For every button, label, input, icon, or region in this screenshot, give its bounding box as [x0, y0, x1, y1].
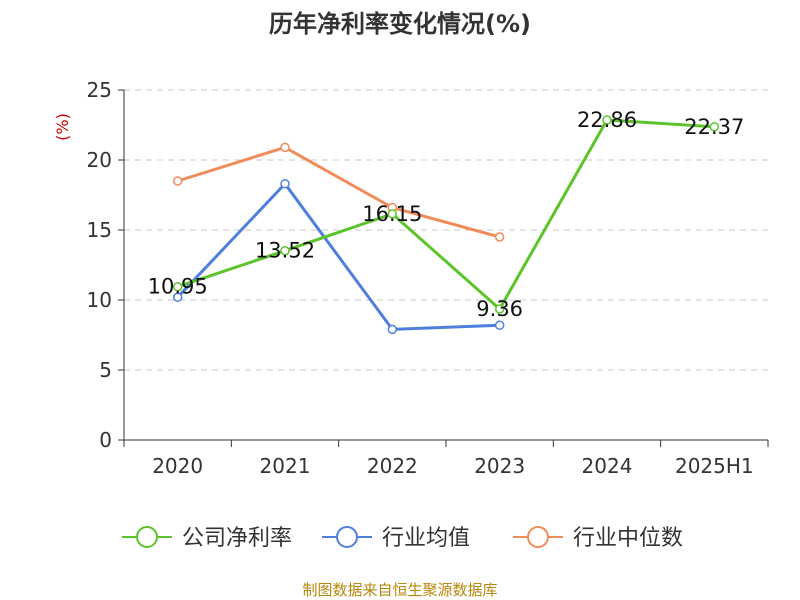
- series-2: [172, 142, 505, 242]
- data-label: 16.15: [362, 202, 422, 226]
- series-line: [176, 182, 500, 331]
- series-line: [177, 145, 501, 239]
- series-1: [172, 179, 505, 335]
- legend-marker: [336, 526, 358, 548]
- data-label: 13.52: [255, 239, 315, 263]
- y-tick-label: 15: [87, 218, 112, 242]
- series-0: [172, 115, 720, 314]
- legend-label: 行业均值: [382, 526, 470, 551]
- data-label: 22.86: [577, 108, 637, 132]
- data-point: [172, 292, 183, 302]
- data-point: [494, 304, 505, 314]
- y-tick-label: 10: [87, 288, 112, 312]
- y-tick-label: 5: [99, 358, 112, 382]
- data-point: [280, 179, 290, 189]
- legend-marker: [136, 526, 158, 548]
- data-point: [172, 281, 183, 292]
- x-tick-label: 2025H1: [675, 454, 754, 478]
- data-labels: 10.95 13.52 16.15 9.36 22.86 22.37: [148, 108, 745, 321]
- grid: [124, 89, 768, 371]
- data-point: [602, 115, 612, 125]
- legend-marker: [527, 526, 549, 548]
- series-group: [172, 115, 720, 335]
- legend-item-0[interactable]: 公司净利率: [122, 526, 292, 551]
- chart-title: 历年净利率变化情况(%): [269, 10, 531, 38]
- series-line: [177, 118, 715, 311]
- x-tick-label: 2022: [367, 454, 418, 478]
- legend-label: 公司净利率: [182, 526, 292, 551]
- data-point: [387, 324, 398, 335]
- data-point: [280, 142, 290, 153]
- y-tick-label: 0: [99, 428, 112, 452]
- data-label: 10.95: [148, 275, 208, 299]
- data-point: [494, 320, 505, 330]
- data-point: [172, 176, 183, 186]
- axes: 0 5 10 15 20 25 2020 2021 2022 2023 2024 2025H1: [87, 78, 769, 478]
- x-tick-label: 2021: [260, 454, 311, 478]
- y-tick-label: 25: [87, 78, 112, 102]
- data-point: [387, 209, 398, 219]
- legend[interactable]: 公司净利率 行业均值 行业中位数: [122, 526, 683, 551]
- data-point: [494, 232, 505, 242]
- data-label: 22.37: [684, 115, 744, 139]
- legend-item-1[interactable]: 行业均值: [322, 526, 470, 551]
- legend-label: 行业中位数: [573, 526, 683, 551]
- y-tick-label: 20: [87, 148, 112, 172]
- x-tick-label: 2023: [474, 454, 525, 478]
- data-label: 9.36: [476, 297, 523, 321]
- source-note: 制图数据来自恒生聚源数据库: [302, 581, 497, 599]
- y-axis-unit: (%): [53, 113, 72, 141]
- x-tick-label: 2024: [582, 454, 633, 478]
- x-tick-label: 2020: [152, 454, 203, 478]
- data-point: [709, 122, 720, 132]
- data-point: [280, 245, 290, 256]
- legend-item-2[interactable]: 行业中位数: [513, 526, 683, 551]
